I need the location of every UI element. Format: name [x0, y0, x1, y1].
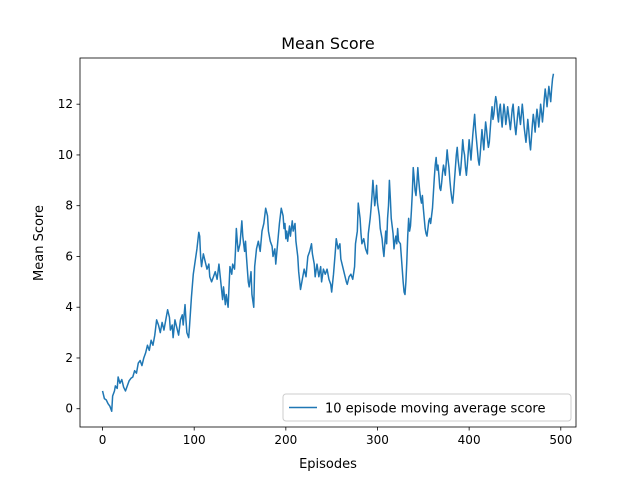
y-axis-label: Mean Score	[32, 205, 47, 281]
x-tick-label: 0	[99, 433, 107, 447]
legend-box	[282, 393, 572, 422]
x-tick-label: 500	[549, 433, 572, 447]
x-tick-label: 100	[183, 433, 206, 447]
y-tick-label: 4	[65, 300, 73, 314]
x-axis-label: Episodes	[299, 457, 357, 472]
y-tick-label: 2	[65, 351, 73, 365]
x-tick-label: 200	[274, 433, 297, 447]
x-tick-label: 400	[458, 433, 481, 447]
y-tick-label: 8	[65, 199, 73, 213]
y-tick-label: 10	[58, 148, 73, 162]
y-tick-label: 6	[65, 249, 73, 263]
y-tick-label: 12	[58, 97, 73, 111]
series-line-0	[101, 73, 555, 413]
y-tick-label: 0	[65, 402, 73, 416]
x-tick-label: 300	[366, 433, 389, 447]
legend-label: 10 episode moving average score	[325, 402, 545, 417]
chart-title: Mean Score	[281, 34, 375, 53]
plot-frame	[79, 57, 577, 428]
